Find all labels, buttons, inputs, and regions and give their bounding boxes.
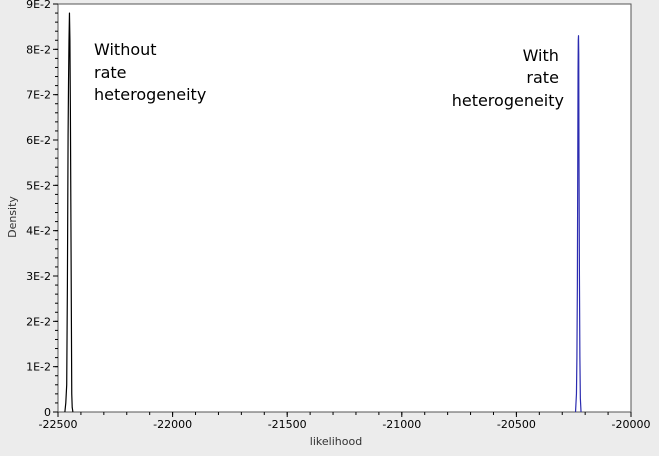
annotation-line: heterogeneity xyxy=(452,91,564,110)
y-axis-title: Density xyxy=(6,196,19,238)
annotations-layer: Without rate heterogeneity With rate het… xyxy=(94,40,564,110)
annotation-without-rate-heterogeneity: Without rate heterogeneity xyxy=(94,40,206,104)
y-tick-label: 6E-2 xyxy=(26,134,51,147)
x-tick-label: -22000 xyxy=(153,418,192,431)
y-tick-label: 0 xyxy=(44,406,51,419)
series-layer xyxy=(64,12,582,413)
annotation-line: Without xyxy=(94,40,157,59)
x-tick-label: -21500 xyxy=(268,418,307,431)
y-tick-label: 2E-2 xyxy=(26,315,51,328)
annotation-line: rate xyxy=(94,63,127,82)
density-curve-1 xyxy=(64,12,74,413)
x-axis-title: likelihood xyxy=(310,435,362,448)
y-tick-label: 7E-2 xyxy=(26,89,51,102)
y-tick-label: 8E-2 xyxy=(26,43,51,56)
y-tick-label: 1E-2 xyxy=(26,361,51,374)
x-tick-label: -20000 xyxy=(612,418,651,431)
density-curve-2 xyxy=(574,35,582,413)
annotation-line: rate xyxy=(526,68,559,87)
annotation-with-rate-heterogeneity: With rate heterogeneity xyxy=(452,46,564,110)
x-tick-label: -22500 xyxy=(39,418,78,431)
annotation-line: heterogeneity xyxy=(94,85,206,104)
x-tick-label: -20500 xyxy=(497,418,536,431)
y-tick-label: 5E-2 xyxy=(26,179,51,192)
plot-background xyxy=(57,3,632,413)
y-tick-label: 3E-2 xyxy=(26,270,51,283)
x-axis: -22500 -22000 -21500 -21000 -20500 -20000 xyxy=(39,412,651,431)
y-tick-label: 9E-2 xyxy=(26,0,51,11)
y-axis: 0 1E-2 2E-2 3E-2 4E-2 5E-2 6E-2 7E-2 8E-2 9E-2 xyxy=(26,0,58,419)
annotation-line: With xyxy=(523,46,559,65)
y-tick-label: 4E-2 xyxy=(26,225,51,238)
x-tick-label: -21000 xyxy=(382,418,421,431)
